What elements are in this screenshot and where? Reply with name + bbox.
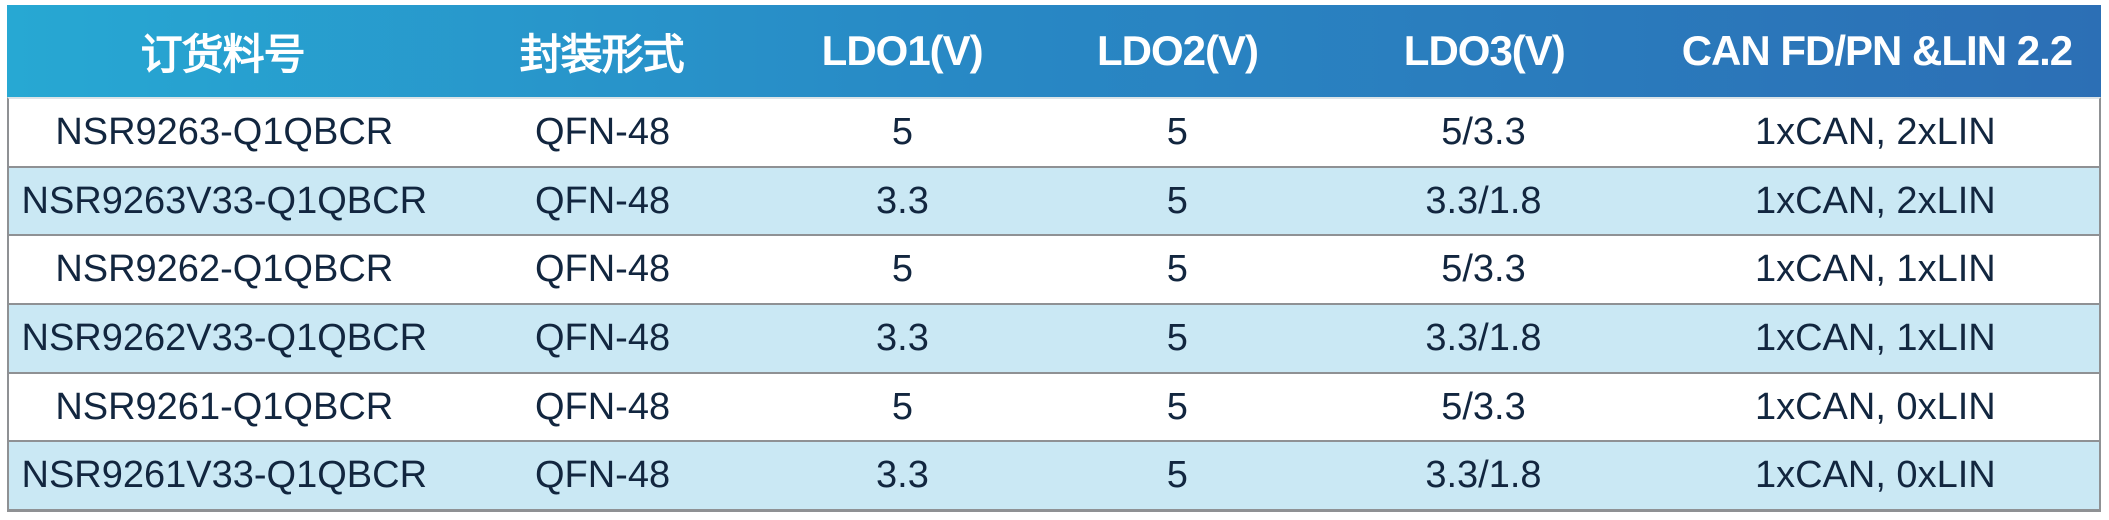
cell-part-number: NSR9261V33-Q1QBCR [21,454,428,497]
cell-ldo2: 5 [1166,179,1188,222]
cell-can-lin: 1xCAN, 0xLIN [1754,454,1996,497]
column-header-ldo3: LDO3(V) [1403,27,1566,74]
cell-can-lin: 1xCAN, 0xLIN [1754,385,1996,428]
cell-ldo3: 5/3.3 [1441,110,1526,153]
cell-ldo2: 5 [1166,110,1188,153]
cell-ldo2: 5 [1166,248,1188,291]
table-row: NSR9263V33-Q1QBCR QFN-48 3.3 5 3.3/1.8 1… [9,167,2099,237]
cell-ldo3: 5/3.3 [1441,248,1526,291]
cell-part-number: NSR9262V33-Q1QBCR [21,316,428,359]
cell-ldo1: 5 [891,385,914,428]
table-header-row: 订货料号 封装形式 LDO1(V) LDO2(V) LDO3(V) CAN FD… [7,5,2101,97]
column-header-package: 封装形式 [519,30,685,78]
cell-package: QFN-48 [534,110,671,153]
table-row: NSR9263-Q1QBCR QFN-48 5 5 5/3.3 1xCAN, 2… [9,99,2099,168]
cell-ldo3: 5/3.3 [1441,385,1526,428]
cell-part-number: NSR9262-Q1QBCR [55,248,394,291]
cell-part-number: NSR9263-Q1QBCR [55,110,394,153]
cell-package: QFN-48 [534,385,671,428]
column-header-can-lin: CAN FD/PN &LIN 2.2 [1681,27,2073,74]
cell-ldo3: 3.3/1.8 [1425,179,1542,222]
table-row: NSR9262-Q1QBCR QFN-48 5 5 5/3.3 1xCAN, 1… [9,236,2099,306]
cell-package: QFN-48 [534,248,671,291]
cell-ldo2: 5 [1166,316,1188,359]
cell-package: QFN-48 [534,316,671,359]
cell-can-lin: 1xCAN, 2xLIN [1754,179,1996,222]
cell-ldo1: 3.3 [876,179,929,222]
cell-package: QFN-48 [534,179,671,222]
cell-ldo1: 3.3 [876,316,929,359]
column-header-part-number: 订货料号 [140,30,306,78]
cell-ldo1: 5 [891,248,914,291]
cell-ldo1: 3.3 [876,454,929,497]
cell-part-number: NSR9263V33-Q1QBCR [21,179,428,222]
cell-part-number: NSR9261-Q1QBCR [55,385,394,428]
cell-ldo2: 5 [1166,385,1188,428]
cell-can-lin: 1xCAN, 1xLIN [1754,316,1996,359]
table-row: NSR9262V33-Q1QBCR QFN-48 3.3 5 3.3/1.8 1… [9,305,2099,374]
table-body: NSR9263-Q1QBCR QFN-48 5 5 5/3.3 1xCAN, 2… [7,97,2101,512]
ordering-info-table: 订货料号 封装形式 LDO1(V) LDO2(V) LDO3(V) CAN FD… [7,5,2101,512]
cell-package: QFN-48 [534,454,671,497]
cell-can-lin: 1xCAN, 2xLIN [1754,110,1996,153]
cell-ldo1: 5 [891,110,914,153]
table-row: NSR9261V33-Q1QBCR QFN-48 3.3 5 3.3/1.8 1… [9,442,2099,510]
cell-ldo3: 3.3/1.8 [1425,454,1542,497]
cell-can-lin: 1xCAN, 1xLIN [1754,248,1996,291]
cell-ldo2: 5 [1166,454,1188,497]
table-row: NSR9261-Q1QBCR QFN-48 5 5 5/3.3 1xCAN, 0… [9,374,2099,443]
cell-ldo3: 3.3/1.8 [1425,316,1542,359]
column-header-ldo1: LDO1(V) [821,27,984,74]
column-header-ldo2: LDO2(V) [1097,27,1259,74]
